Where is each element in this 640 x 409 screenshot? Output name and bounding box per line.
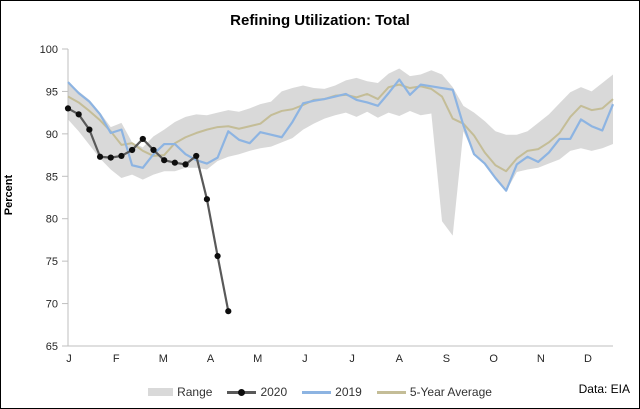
y-tick-label: 80: [46, 214, 58, 226]
x-tick-label: M: [159, 353, 168, 365]
range-swatch: [148, 388, 174, 396]
legend-label-2020: 2020: [260, 385, 288, 399]
legend-item-2019: 2019: [302, 385, 362, 399]
legend: Range 2020 2019 5-Year Average: [1, 385, 639, 399]
legend-item-5yr-average: 5-Year Average: [376, 385, 492, 399]
series-2020-marker: [139, 135, 146, 143]
chart-title: Refining Utilization: Total: [230, 12, 410, 29]
legend-item-range: Range: [148, 385, 212, 399]
x-tick-label: F: [113, 353, 120, 365]
series-5yr-average-swatch: [376, 390, 406, 394]
y-tick-label: 75: [46, 256, 58, 268]
series-2020-marker: [214, 252, 221, 260]
y-tick-label: 70: [46, 299, 58, 311]
data-source-label: Data: EIA: [578, 382, 630, 396]
legend-label-5yr-average: 5-Year Average: [409, 385, 492, 399]
x-tick-label: A: [396, 353, 404, 365]
range-band: [68, 68, 613, 236]
x-tick-label: N: [537, 353, 545, 365]
x-tick-label: A: [207, 353, 215, 365]
x-tick-label: J: [302, 353, 308, 365]
series-2020-marker: [171, 159, 178, 166]
series-2020-marker: [129, 146, 136, 154]
series-2020-marker: [182, 161, 189, 168]
legend-label-2019: 2019: [335, 385, 362, 399]
series-2020-marker-icon: [238, 388, 246, 396]
y-tick-label: 100: [40, 44, 58, 56]
series-2020-line: [67, 107, 230, 312]
series-2020-marker: [118, 152, 125, 160]
legend-item-2020: 2020: [227, 385, 287, 399]
series-2020-marker: [193, 152, 200, 160]
y-tick-label: 90: [46, 129, 58, 141]
series-2019-swatch: [302, 390, 332, 394]
y-tick-label: 95: [46, 86, 58, 98]
series-2020-swatch: [227, 388, 257, 397]
series-2020-marker: [75, 111, 82, 118]
x-tick-label: D: [584, 353, 592, 365]
series-2020-marker: [150, 146, 157, 154]
x-tick-label: O: [489, 353, 498, 365]
series-2020-marker: [96, 153, 104, 160]
x-tick-label: M: [253, 353, 262, 365]
series-2020-marker: [161, 157, 168, 164]
series-2020-marker: [225, 308, 232, 315]
legend-label-range: Range: [177, 385, 213, 399]
y-tick-label: 85: [46, 171, 58, 183]
x-tick-label: S: [443, 353, 450, 365]
y-tick-label: 65: [46, 341, 58, 353]
series-2020-marker: [86, 126, 93, 133]
x-tick-label: J: [349, 353, 355, 365]
series-2020-marker: [107, 154, 114, 161]
series-2020-marker: [64, 105, 72, 112]
x-tick-label: J: [66, 353, 72, 365]
series-2019-line: [67, 78, 615, 192]
series-2020-marker: [203, 196, 211, 203]
